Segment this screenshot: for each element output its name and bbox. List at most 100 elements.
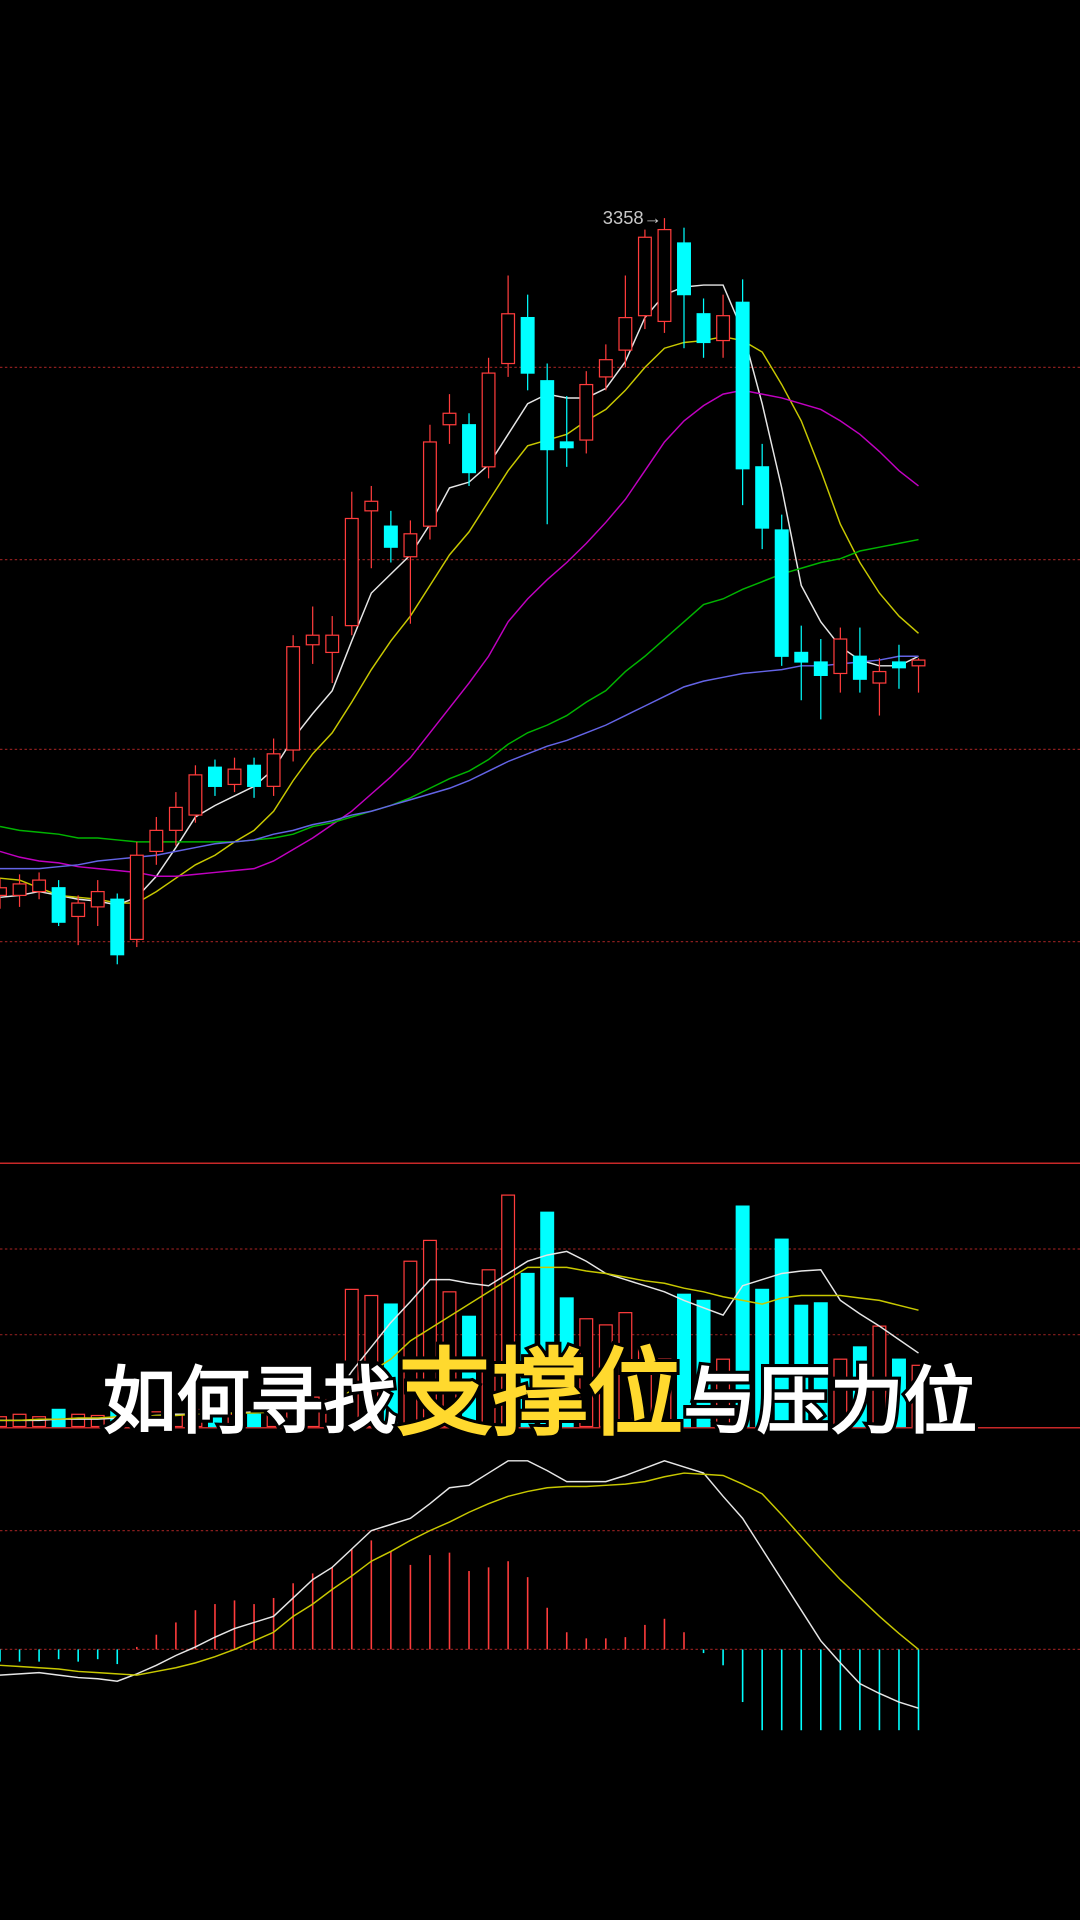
candle-body	[0, 887, 7, 897]
caption-part: 如何寻找	[103, 1360, 397, 1445]
volume-bar	[51, 1408, 66, 1428]
volume-bar	[716, 1358, 731, 1428]
candle-body	[422, 441, 437, 527]
volume-bar	[794, 1304, 809, 1428]
candle-body	[32, 879, 47, 893]
moving-average-line	[0, 1266, 919, 1422]
volume-bar	[559, 1297, 574, 1428]
volume-bar	[501, 1194, 516, 1428]
candle-body	[71, 902, 86, 918]
candle-body	[501, 313, 516, 365]
candle-body	[618, 316, 633, 351]
candle-body	[813, 661, 828, 676]
volume-bar	[364, 1294, 379, 1428]
candle-body	[598, 359, 613, 378]
candle-body	[266, 753, 281, 787]
candle-body	[755, 466, 770, 529]
volume-bar	[911, 1364, 926, 1428]
candle-body	[462, 424, 477, 474]
candle-body	[403, 533, 418, 558]
candle-body	[325, 634, 340, 654]
volume-bar	[129, 1403, 144, 1428]
candle-body	[110, 898, 125, 956]
moving-average-line	[0, 1472, 919, 1676]
volume-bar	[207, 1414, 222, 1428]
candle-body	[540, 380, 555, 451]
volume-bar	[383, 1303, 398, 1428]
volume-bar	[227, 1413, 242, 1428]
volume-bar	[598, 1324, 613, 1428]
volume-bar	[442, 1291, 457, 1428]
candle-body	[716, 315, 731, 342]
candle-body	[305, 634, 320, 646]
volume-bar	[462, 1315, 477, 1428]
candle-body	[383, 525, 398, 548]
candle-body	[247, 764, 262, 787]
volume-bar	[266, 1408, 281, 1428]
moving-average-line	[0, 335, 919, 904]
volume-bar	[422, 1239, 437, 1428]
candle-body	[129, 854, 144, 941]
moving-average-line	[0, 389, 919, 878]
candle-body	[637, 236, 652, 317]
volume-bar	[891, 1358, 906, 1428]
volume-bar	[0, 1416, 7, 1428]
candle-body	[207, 766, 222, 787]
candle-body	[559, 441, 574, 449]
volume-bar	[637, 1346, 652, 1428]
candle-body	[794, 651, 809, 663]
candle-body	[657, 228, 672, 323]
candle-body	[833, 638, 848, 675]
volume-bar	[755, 1288, 770, 1428]
volume-bar	[774, 1238, 789, 1428]
volume-bar	[735, 1205, 750, 1428]
candle-body	[442, 412, 457, 426]
candle-body	[872, 670, 887, 684]
volume-bar	[247, 1413, 262, 1428]
volume-bar	[71, 1413, 86, 1428]
candle-body	[188, 774, 203, 816]
candle-body	[735, 301, 750, 470]
volume-bar	[696, 1299, 711, 1428]
volume-bar	[657, 1358, 672, 1428]
volume-bar	[403, 1260, 418, 1428]
volume-bar	[90, 1414, 105, 1428]
candle-body	[696, 313, 711, 344]
candle-body	[852, 655, 867, 680]
volume-bar	[833, 1358, 848, 1428]
candle-body	[677, 242, 691, 296]
candle-body	[891, 661, 906, 669]
volume-bar	[286, 1376, 301, 1428]
volume-bar	[852, 1346, 867, 1428]
caption-part: 支撑位	[397, 1338, 684, 1450]
volume-bar	[540, 1211, 555, 1428]
candle-body	[774, 529, 789, 657]
candle-body	[286, 646, 301, 751]
candle-body	[911, 659, 926, 667]
moving-average-line	[0, 284, 919, 906]
candle-body	[481, 372, 496, 468]
candle-body	[90, 890, 105, 908]
volume-bar	[579, 1318, 594, 1428]
high-annotation: 3358→	[603, 207, 662, 228]
candle-body	[51, 887, 66, 923]
candle-body	[344, 517, 359, 627]
caption-part: 与压力位	[683, 1360, 977, 1445]
candle-body	[520, 316, 535, 374]
candle-body	[168, 806, 183, 831]
candle-body	[227, 768, 242, 786]
volume-bar	[32, 1416, 47, 1428]
volume-bar	[618, 1312, 633, 1428]
candle-body	[12, 883, 27, 897]
caption: 如何寻找支撑位与压力位	[103, 1338, 977, 1450]
volume-bar	[520, 1272, 535, 1428]
volume-bar	[813, 1302, 828, 1428]
moving-average-line	[0, 655, 919, 870]
volume-bar	[481, 1269, 496, 1428]
candle-body	[149, 829, 164, 853]
volume-bar	[677, 1293, 691, 1428]
candle-body	[579, 383, 594, 441]
